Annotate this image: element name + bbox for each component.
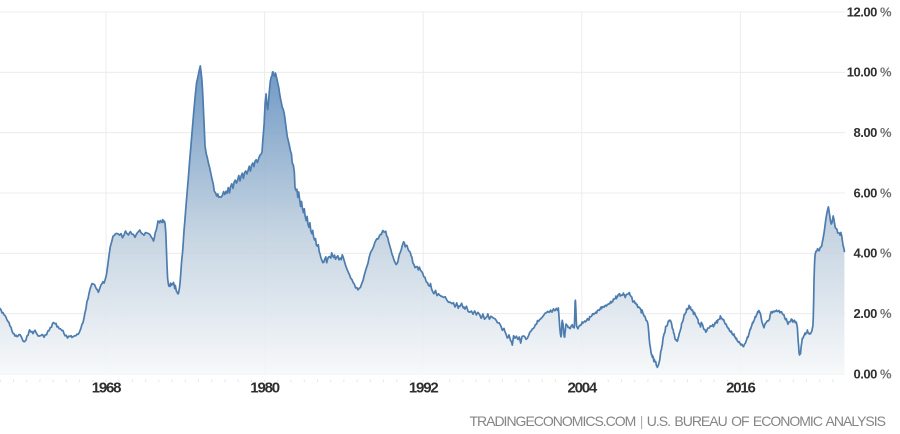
svg-text:12.00 %: 12.00 % bbox=[847, 4, 892, 19]
svg-text:2.00 %: 2.00 % bbox=[854, 306, 892, 321]
svg-text:4.00 %: 4.00 % bbox=[854, 246, 892, 261]
svg-text:1968: 1968 bbox=[92, 379, 121, 396]
svg-text:8.00 %: 8.00 % bbox=[854, 125, 892, 140]
svg-text:1992: 1992 bbox=[409, 379, 438, 396]
svg-text:0.00 %: 0.00 % bbox=[854, 366, 892, 381]
svg-text:1980: 1980 bbox=[250, 379, 279, 396]
svg-text:10.00 %: 10.00 % bbox=[847, 65, 892, 80]
svg-text:6.00 %: 6.00 % bbox=[854, 185, 892, 200]
svg-text:2016: 2016 bbox=[726, 379, 755, 396]
svg-text:2004: 2004 bbox=[568, 379, 598, 396]
svg-text:TRADINGECONOMICS.COM | U.S. BU: TRADINGECONOMICS.COM | U.S. BUREAU OF EC… bbox=[469, 413, 885, 429]
